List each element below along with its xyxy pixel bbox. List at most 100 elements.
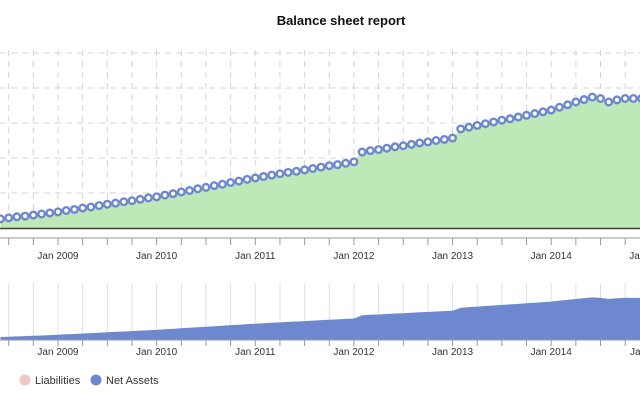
net-assets-point <box>45 208 55 218</box>
net-assets-point <box>456 124 466 134</box>
net-assets-point <box>201 182 211 192</box>
net-assets-point <box>53 207 63 217</box>
net-assets-point <box>431 135 441 145</box>
net-assets-point <box>259 172 269 182</box>
net-assets-point <box>291 166 301 176</box>
net-assets-point <box>61 205 71 215</box>
net-assets-point <box>513 112 523 122</box>
x-tick-label: Jan 2009 <box>37 251 79 262</box>
navigator-x-tick-label: Jan 2009 <box>37 347 79 358</box>
net-assets-point <box>28 210 38 220</box>
net-assets-point <box>554 102 564 112</box>
net-assets-point <box>382 143 392 153</box>
net-assets-point <box>176 187 186 197</box>
net-assets-point <box>497 115 507 125</box>
net-assets-point <box>316 162 326 172</box>
net-assets-point <box>579 95 589 105</box>
net-assets-point <box>234 176 244 186</box>
net-assets-point <box>374 145 384 155</box>
net-assets-point <box>135 194 145 204</box>
net-assets-point <box>587 92 597 102</box>
navigator-net-assets-area <box>0 297 640 340</box>
net-assets-point <box>439 134 449 144</box>
net-assets-point <box>612 95 622 105</box>
net-assets-point <box>242 174 252 184</box>
net-assets-point <box>127 196 137 206</box>
net-assets-point <box>308 163 318 173</box>
net-assets-point <box>102 199 112 209</box>
net-assets-point <box>341 158 351 168</box>
liabilities-line <box>0 227 640 230</box>
net-assets-point <box>226 177 236 187</box>
net-assets-point <box>464 122 474 132</box>
net-assets-point <box>480 119 490 129</box>
legend-marker-net-assets[interactable] <box>90 374 102 386</box>
net-assets-point <box>415 138 425 148</box>
net-assets-point <box>620 93 630 103</box>
net-assets-point <box>119 197 129 207</box>
navigator-x-tick-label: Jan 2014 <box>531 347 573 358</box>
net-assets-point <box>209 181 219 191</box>
net-assets-point <box>20 211 30 221</box>
net-assets-point <box>283 167 293 177</box>
net-assets-point <box>0 214 5 224</box>
navigator-x-tick-label: Jan 2013 <box>432 347 474 358</box>
net-assets-point <box>332 160 342 170</box>
x-tick-label: Jan 2015 <box>629 251 640 262</box>
legend-marker-liabilities[interactable] <box>19 374 31 386</box>
navigator-plot[interactable] <box>0 283 640 340</box>
net-assets-point <box>267 170 277 180</box>
net-assets-point <box>349 157 359 167</box>
x-tick-label: Jan 2010 <box>136 251 178 262</box>
net-assets-point <box>628 93 638 103</box>
net-assets-point <box>111 198 121 208</box>
net-assets-point <box>604 97 614 107</box>
net-assets-point <box>193 184 203 194</box>
main-plot[interactable] <box>0 90 640 230</box>
net-assets-point <box>489 117 499 127</box>
navigator-x-tick-label: Jan 2012 <box>333 347 375 358</box>
net-assets-point <box>472 120 482 130</box>
legend-label-liabilities[interactable]: Liabilities <box>35 375 81 387</box>
net-assets-point <box>152 192 162 202</box>
net-assets-point <box>365 146 375 156</box>
net-assets-point <box>546 105 556 115</box>
net-assets-point <box>300 165 310 175</box>
net-assets-point <box>78 203 88 213</box>
net-assets-point <box>390 142 400 152</box>
net-assets-point <box>406 139 416 149</box>
net-assets-point <box>324 161 334 171</box>
net-assets-point <box>94 201 104 211</box>
net-assets-point <box>275 169 285 179</box>
net-assets-point <box>538 107 548 117</box>
navigator-x-tick-label: Jan <box>630 347 640 358</box>
net-assets-point <box>217 179 227 189</box>
net-assets-point <box>505 114 515 124</box>
net-assets-point <box>398 141 408 151</box>
net-assets-point <box>357 147 367 157</box>
net-assets-point <box>37 209 47 219</box>
navigator-x-tick-label: Jan 2011 <box>235 347 276 358</box>
net-assets-point <box>86 202 96 212</box>
net-assets-point <box>168 189 178 199</box>
net-assets-point <box>143 193 153 203</box>
net-assets-point <box>530 109 540 119</box>
net-assets-point <box>596 93 606 103</box>
navigator-x-axis: Jan 2009 Jan 2010 Jan 2011 Jan 2012 Jan 2013… <box>0 339 640 358</box>
x-tick-label: Jan 2013 <box>432 251 474 262</box>
navigator-x-tick-label: Jan 2010 <box>136 347 178 358</box>
net-assets-point <box>4 213 14 223</box>
x-tick-label: Jan 2012 <box>333 251 375 262</box>
assets-area <box>0 97 640 228</box>
legend-label-net-assets[interactable]: Net Assets <box>106 375 159 387</box>
x-tick-label: Jan 2011 <box>235 251 276 262</box>
net-assets-point <box>571 97 581 107</box>
main-x-axis: Jan 2009 Jan 2010 Jan 2011 Jan 2012 Jan 2013… <box>0 237 640 262</box>
chart-title: Balance sheet report <box>277 13 406 28</box>
net-assets-point <box>423 137 433 147</box>
net-assets-point <box>448 133 458 143</box>
net-assets-point <box>12 212 22 222</box>
net-assets-point <box>160 190 170 200</box>
net-assets-point <box>69 204 79 214</box>
